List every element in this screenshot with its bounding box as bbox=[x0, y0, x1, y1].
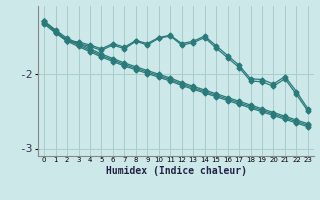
X-axis label: Humidex (Indice chaleur): Humidex (Indice chaleur) bbox=[106, 166, 246, 176]
